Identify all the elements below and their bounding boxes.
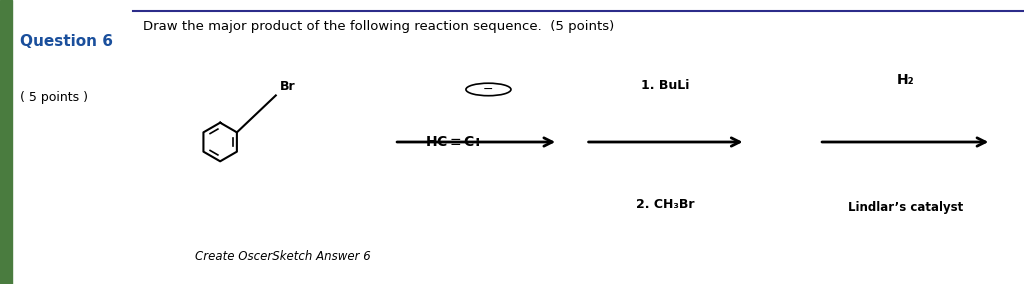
Text: H₂: H₂ [896,72,914,87]
Text: Br: Br [280,80,296,93]
Text: Lindlar’s catalyst: Lindlar’s catalyst [848,201,963,214]
Circle shape [466,83,511,96]
Text: 2. CH₃Br: 2. CH₃Br [636,198,695,211]
Text: ( 5 points ): ( 5 points ) [20,91,88,104]
Text: −: − [483,83,494,96]
Text: HC$\equiv$C:: HC$\equiv$C: [425,135,480,149]
Text: Create OscerSketch Answer 6: Create OscerSketch Answer 6 [195,250,371,263]
Text: 1. BuLi: 1. BuLi [641,79,690,92]
Text: Draw the major product of the following reaction sequence.  (5 points): Draw the major product of the following … [143,20,614,33]
Text: Question 6: Question 6 [20,34,114,49]
